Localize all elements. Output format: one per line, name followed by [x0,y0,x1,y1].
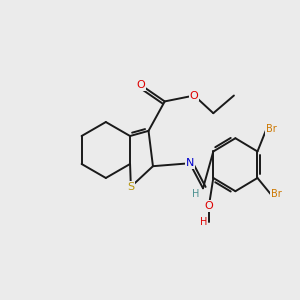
Text: O: O [204,201,213,211]
Text: O: O [190,91,199,100]
Text: H: H [200,217,207,227]
Text: H: H [192,189,199,199]
Text: O: O [137,80,146,90]
Text: Br: Br [266,124,277,134]
Text: Br: Br [271,189,281,199]
Text: S: S [127,182,134,192]
Text: N: N [186,158,194,168]
